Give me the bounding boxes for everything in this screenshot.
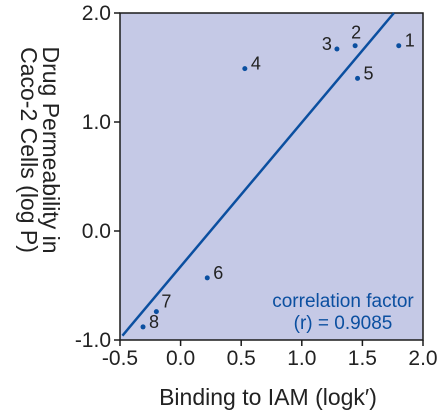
y-axis-label-line-2: Caco-2 Cells (log P) — [16, 47, 42, 253]
point-label: 4 — [251, 54, 261, 74]
y-axis-label-line-1: Drug Permeability in — [38, 46, 64, 253]
x-tick-label: 0.5 — [227, 347, 256, 370]
data-point-2 — [352, 43, 358, 49]
y-tick-label: 1.0 — [82, 111, 111, 134]
point-label: 5 — [364, 63, 374, 83]
y-tick-label: -1.0 — [75, 329, 111, 352]
y-tick-label: 2.0 — [82, 2, 111, 25]
x-tick-label: 1.0 — [287, 347, 316, 370]
y-tick-label: 0.0 — [82, 220, 111, 243]
regression-line — [121, 12, 395, 337]
data-point-6 — [204, 275, 210, 281]
data-point-1 — [396, 43, 402, 49]
x-tick-label: 2.0 — [408, 347, 437, 370]
point-label: 2 — [351, 23, 361, 43]
data-point-5 — [355, 75, 361, 81]
data-point-4 — [242, 66, 248, 72]
x-tick-label: 1.5 — [348, 347, 377, 370]
plot-area — [119, 12, 424, 341]
annotation-line-2: (r) = 0.9085 — [294, 313, 393, 334]
data-point-3 — [334, 46, 340, 52]
data-point-7 — [153, 309, 159, 315]
data-point-8 — [140, 324, 146, 330]
point-label: 7 — [161, 292, 171, 312]
annotation-line-1: correlation factor — [272, 291, 414, 312]
point-label: 8 — [149, 312, 159, 332]
x-tick-label: 0.0 — [166, 347, 195, 370]
x-axis-label: Binding to IAM (logk′) — [159, 384, 377, 410]
point-label: 6 — [213, 263, 223, 283]
point-label: 3 — [322, 34, 332, 54]
x-tick-label: -0.5 — [102, 347, 138, 370]
point-label: 1 — [405, 31, 415, 51]
